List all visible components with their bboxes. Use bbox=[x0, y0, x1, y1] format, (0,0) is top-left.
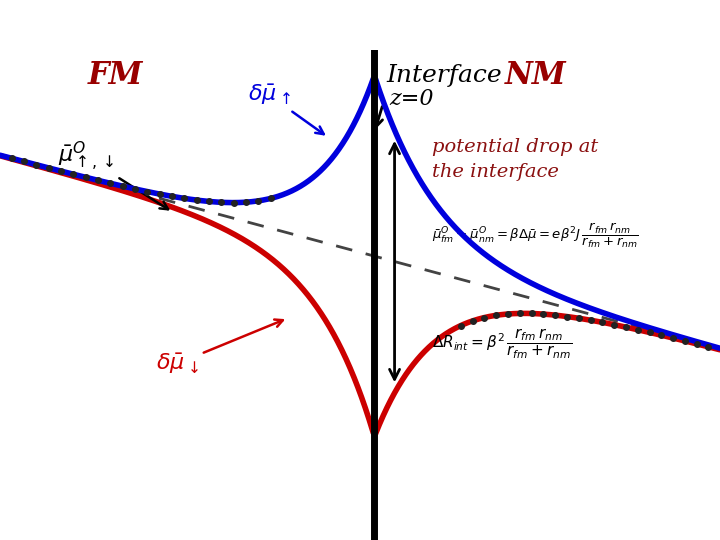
Text: Interface: Interface bbox=[386, 64, 502, 87]
Text: SIMPLE SCHEME FOR MAGNETORESISTANCE: SIMPLE SCHEME FOR MAGNETORESISTANCE bbox=[0, 10, 720, 39]
Text: z=0: z=0 bbox=[389, 87, 433, 110]
Text: $\delta\bar{\mu}_{\uparrow}$: $\delta\bar{\mu}_{\uparrow}$ bbox=[248, 83, 324, 134]
Text: potential drop at
the interface: potential drop at the interface bbox=[432, 138, 598, 181]
Text: FM: FM bbox=[88, 60, 143, 91]
Text: NM: NM bbox=[505, 60, 567, 91]
Text: $\Delta R_{int} = \beta^2\,\dfrac{r_{fm}\,r_{nm}}{r_{fm}+r_{nm}}$: $\Delta R_{int} = \beta^2\,\dfrac{r_{fm}… bbox=[432, 327, 572, 361]
Text: $\delta\bar{\mu}_{\downarrow}$: $\delta\bar{\mu}_{\downarrow}$ bbox=[156, 320, 283, 376]
Text: $\bar{\mu}^O_{fm} - \bar{\mu}^O_{nm} = \beta\Delta\bar{\mu} = e\beta^2J\,\dfrac{: $\bar{\mu}^O_{fm} - \bar{\mu}^O_{nm} = \… bbox=[432, 222, 639, 250]
Text: $\bar{\mu}^O_{\uparrow,\downarrow}$: $\bar{\mu}^O_{\uparrow,\downarrow}$ bbox=[58, 140, 168, 210]
